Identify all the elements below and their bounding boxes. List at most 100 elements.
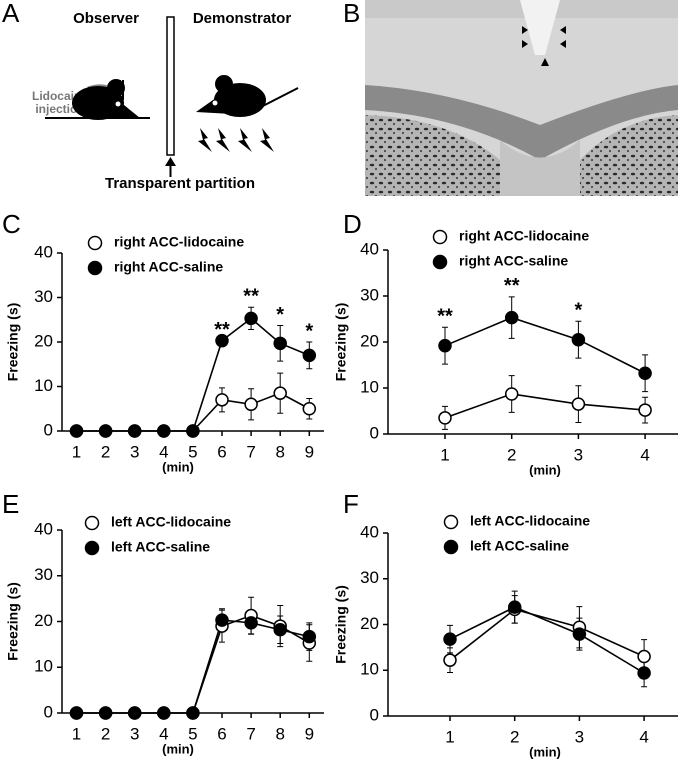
marker <box>127 706 142 720</box>
x-tick-label: 9 <box>305 442 314 461</box>
x-tick-label: 2 <box>101 442 110 461</box>
y-tick-label: 30 <box>34 287 53 306</box>
x-axis-label: (min) <box>529 462 561 477</box>
x-tick-label: 1 <box>72 724 81 743</box>
marker <box>244 397 258 412</box>
y-tick-label: 10 <box>360 660 379 679</box>
partition-label: Transparent partition <box>105 175 255 192</box>
y-axis-label: Freezing (s) <box>5 303 21 382</box>
significance-label: * <box>276 304 284 326</box>
marker <box>302 402 317 416</box>
marker <box>215 333 229 348</box>
x-tick-label: 1 <box>445 727 454 746</box>
x-tick-label: 9 <box>305 724 314 743</box>
y-axis-label: Freezing (s) <box>333 585 349 664</box>
marker <box>571 332 586 347</box>
x-tick-label: 2 <box>510 727 519 746</box>
marker <box>638 366 652 381</box>
legend-marker <box>84 540 100 556</box>
marker <box>302 348 317 363</box>
x-tick-label: 4 <box>640 445 649 464</box>
legend-label: left ACC-lidocaine <box>111 514 231 530</box>
legend-label: right ACC-lidocaine <box>459 228 589 244</box>
y-tick-label: 0 <box>370 423 379 442</box>
marker <box>273 386 287 400</box>
marker <box>69 706 84 720</box>
marker <box>504 387 519 401</box>
marker <box>572 627 587 641</box>
panel-label: E <box>2 489 19 519</box>
x-tick-label: 2 <box>507 445 516 464</box>
x-tick-label: 3 <box>575 727 584 746</box>
partition-arrowhead <box>165 157 176 166</box>
marker <box>244 311 258 326</box>
significance-label: ** <box>243 286 259 308</box>
x-tick-label: 3 <box>130 442 139 461</box>
shock-symbols <box>198 128 274 152</box>
x-tick-label: 4 <box>639 727 648 746</box>
series-line <box>76 619 310 714</box>
marker <box>244 616 258 630</box>
observer-ear <box>107 79 125 97</box>
marker <box>273 336 287 351</box>
marker <box>69 424 84 438</box>
legend-marker <box>84 515 100 531</box>
x-tick-label: 1 <box>440 445 449 464</box>
observer-eye <box>115 101 121 107</box>
marker <box>98 424 113 438</box>
marker <box>637 649 651 664</box>
y-tick-label: 0 <box>44 702 53 721</box>
legend-label: left ACC-saline <box>111 539 210 555</box>
significance-label: * <box>305 320 313 342</box>
legend-label: right ACC-saline <box>114 259 223 275</box>
marker <box>127 424 142 438</box>
x-tick-label: 4 <box>159 724 168 743</box>
x-tick-label: 8 <box>275 442 284 461</box>
x-axis-label: (min) <box>162 459 194 474</box>
series-line <box>444 393 646 419</box>
legend-label: right ACC-lidocaine <box>114 234 244 250</box>
x-axis-label: (min) <box>529 744 561 759</box>
y-tick-label: 10 <box>34 376 53 395</box>
series-line <box>76 317 310 432</box>
legend-marker <box>87 260 103 276</box>
marker <box>215 393 229 407</box>
panel-label: D <box>343 209 362 239</box>
x-tick-label: 5 <box>188 724 197 743</box>
x-axis-label: (min) <box>162 741 194 756</box>
marker <box>504 310 519 325</box>
y-tick-label: 20 <box>360 614 379 633</box>
legend-marker <box>87 235 103 251</box>
significance-label: * <box>575 300 583 322</box>
demonstrator-label: Demonstrator <box>193 10 292 27</box>
marker <box>507 600 522 614</box>
x-tick-label: 4 <box>159 442 168 461</box>
marker <box>186 706 200 720</box>
marker <box>157 424 171 438</box>
marker <box>438 411 452 425</box>
observer-head <box>108 92 140 118</box>
marker <box>443 653 457 667</box>
x-tick-label: 8 <box>275 724 284 743</box>
partition <box>166 16 175 156</box>
marker <box>157 706 171 720</box>
brain-image <box>365 0 678 196</box>
y-tick-label: 40 <box>360 522 379 541</box>
marker <box>638 403 652 417</box>
significance-label: ** <box>214 319 230 341</box>
demonstrator-eye <box>212 100 218 106</box>
significance-label: ** <box>504 275 520 297</box>
marker <box>438 338 452 353</box>
legend-label: left ACC-saline <box>470 538 569 554</box>
y-tick-label: 0 <box>44 420 53 439</box>
y-tick-label: 20 <box>34 611 53 630</box>
y-tick-label: 0 <box>370 705 379 724</box>
marker <box>98 706 113 720</box>
marker <box>302 629 317 644</box>
panel-label: B <box>343 0 360 28</box>
x-tick-label: 6 <box>217 724 226 743</box>
y-tick-label: 20 <box>360 331 379 350</box>
marker <box>443 632 457 646</box>
y-tick-label: 20 <box>34 331 53 350</box>
